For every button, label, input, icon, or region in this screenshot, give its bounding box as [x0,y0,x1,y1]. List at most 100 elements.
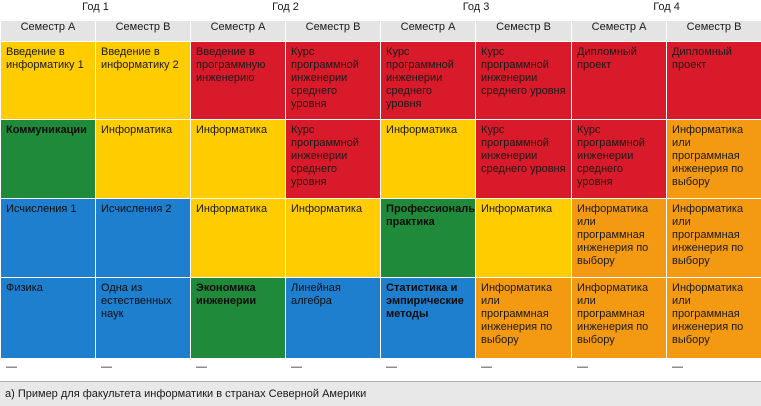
course-name: Исчисления 1 [1,199,95,216]
empty-cell: — [286,359,381,379]
course-cell: Информатика или программная инженерия по… [476,278,572,359]
course-cell: Дипломный проект [572,42,667,120]
course-cell: Статистика и эмпирические методы [381,278,476,359]
course-cell: Информатика [476,199,572,278]
semester-header: Семестр В [286,21,381,42]
course-name: Физика [1,278,95,295]
course-name: Статистика и эмпирические методы [381,278,475,321]
semester-header: Семестр А [572,21,667,42]
course-name: Введение в информатику 1 [1,42,95,72]
empty-cell: — [1,359,96,379]
curriculum-table: Год 1 Год 2 Год 3 Год 4 Семестр А Семест… [0,0,761,379]
course-cell: Линейная алгебра [286,278,381,359]
course-name: Курс программной инженерии среднего уров… [572,120,666,189]
course-name: Курс программной инженерии среднего уров… [476,120,571,176]
course-cell: Информатика [191,199,286,278]
dash: — [96,359,190,374]
year-header: Год 4 [572,1,761,21]
course-cell: Введение в информатику 2 [96,42,191,120]
course-cell: Курс программной инженерии среднего уров… [476,120,572,199]
course-cell: Экономика инженерии [191,278,286,359]
course-name: Одна из естественных наук [96,278,190,321]
course-name: Информатика [476,199,571,216]
semester-header: Семестр А [381,21,476,42]
empty-cell: — [191,359,286,379]
dash: — [667,359,761,374]
course-cell: Информатика [96,120,191,199]
course-cell: Информатика [191,120,286,199]
course-cell: Дипломный проект [667,42,761,120]
course-name: Информатика или программная инженерия по… [476,278,571,347]
course-cell: Курс программной инженерии среднего уров… [381,42,476,120]
semester-header: Семестр В [96,21,191,42]
course-cell: Коммуникации [1,120,96,199]
course-cell: Исчисления 2 [96,199,191,278]
dash: — [476,359,571,374]
course-cell: Информатика или программная инженерия по… [572,199,667,278]
course-cell: Информатика [381,120,476,199]
course-name: Информатика или программная инженерия по… [667,199,761,268]
course-name: Введение в программную инженерию [191,42,285,85]
course-name: Введение в информатику 2 [96,42,190,72]
course-cell: Введение в информатику 1 [1,42,96,120]
course-name: Информатика [286,199,380,216]
course-name: Линейная алгебра [286,278,380,308]
course-name: Курс программной инженерии среднего уров… [286,120,380,189]
dash: — [572,359,666,374]
empty-cell: — [572,359,667,379]
dash: — [381,359,475,374]
course-name: Дипломный проект [667,42,761,72]
course-cell: Курс программной инженерии среднего уров… [476,42,572,120]
semester-header-row: Семестр А Семестр В Семестр А Семестр В … [1,21,761,42]
course-name: Информатика или программная инженерия по… [667,120,761,189]
course-name: Информатика или программная инженерия по… [572,278,666,347]
empty-cell: — [96,359,191,379]
footnote-bar: а) Пример для факультета информатики в с… [0,381,761,406]
dash: — [1,359,95,374]
course-cell: Информатика или программная инженерия по… [667,278,761,359]
course-name: Информатика или программная инженерия по… [667,278,761,347]
course-name: Дипломный проект [572,42,666,72]
course-name: Коммуникации [1,120,95,137]
empty-cell: — [381,359,476,379]
course-name: Информатика [191,199,285,216]
empty-cell: — [667,359,761,379]
course-cell: Курс программной инженерии среднего уров… [286,120,381,199]
year-header: Год 3 [381,1,572,21]
course-name: Курс программной инженерии среднего уров… [286,42,380,111]
year-header: Год 2 [191,1,381,21]
course-name: Курс программной инженерии среднего уров… [381,42,475,111]
course-cell: Информатика или программная инженерия по… [667,120,761,199]
course-name: Курс программной инженерии среднего уров… [476,42,571,98]
course-cell: Физика [1,278,96,359]
course-name: Профессиональная практика [381,199,475,229]
course-cell: Профессиональная практика [381,199,476,278]
course-cell: Информатика [286,199,381,278]
course-cell: Одна из естественных наук [96,278,191,359]
semester-header: Семестр В [667,21,761,42]
empty-cell: — [476,359,572,379]
footnote: а) Пример для факультета информатики в с… [5,388,366,400]
dash: — [191,359,285,374]
empty-row: ———————— [1,359,761,379]
semester-header: Семестр А [1,21,96,42]
year-header: Год 1 [1,1,191,21]
course-name: Информатика [96,120,190,137]
course-cell: Курс программной инженерии среднего уров… [286,42,381,120]
course-name: Информатика [381,120,475,137]
course-cell: Информатика или программная инженерия по… [667,199,761,278]
year-header-row: Год 1 Год 2 Год 3 Год 4 [1,1,761,21]
course-cell: Введение в программную инженерию [191,42,286,120]
course-cell: Исчисления 1 [1,199,96,278]
semester-header: Семестр А [191,21,286,42]
course-name: Информатика или программная инженерия по… [572,199,666,268]
dash: — [286,359,380,374]
semester-header: Семестр В [476,21,572,42]
course-name: Экономика инженерии [191,278,285,308]
